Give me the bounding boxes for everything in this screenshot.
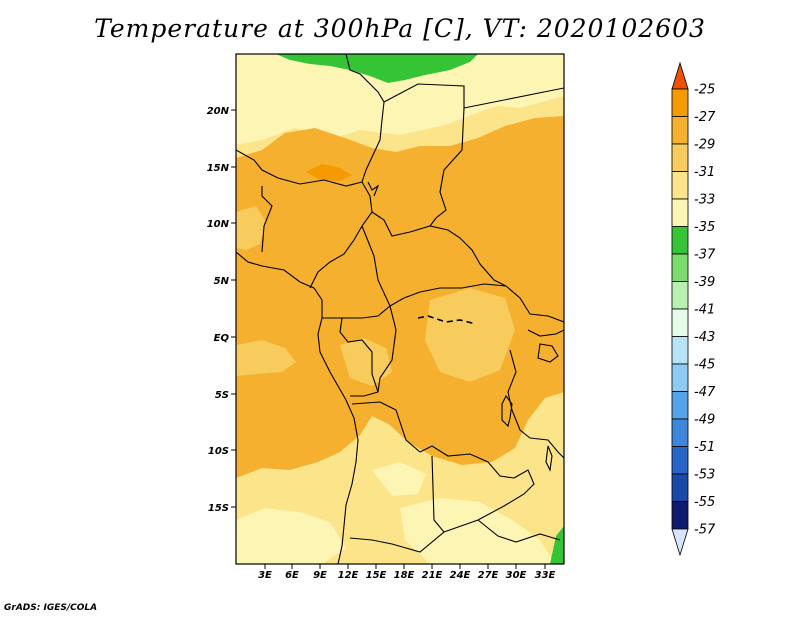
colorbar-label: -31: [694, 165, 715, 180]
colorbar-label: -51: [694, 440, 715, 455]
border-cameroon-gabon: [322, 305, 391, 319]
lake-tanganyika: [501, 394, 513, 428]
latitude-labels: 20N 15N 10N 5N EQ 5S 10S 15S: [207, 106, 230, 514]
lon-label: 15E: [366, 570, 387, 581]
colorbar-swatch: [671, 116, 689, 145]
colorbar-label: -37: [694, 248, 716, 263]
lon-label: 24E: [450, 570, 471, 581]
lon-label: 3E: [258, 570, 272, 581]
border-drc-south: [351, 401, 515, 479]
colorbar-swatch: [671, 418, 689, 447]
colorbar-label: -35: [694, 220, 715, 235]
colorbar: -25 -27 -29 -31 -33 -35 -37 -39 -41 -43 -45 -47 -49 -…: [671, 61, 716, 557]
colorbar-label: -55: [694, 495, 715, 510]
colorbar-swatch: [671, 143, 689, 172]
lat-label: 15S: [208, 503, 229, 514]
field-se-35-33: [400, 498, 555, 564]
lat-label: 10S: [208, 446, 229, 457]
map-title: Temperature at 300hPa [C], VT: 202010260…: [94, 14, 706, 43]
lon-label: 27E: [478, 570, 499, 581]
lat-label: 5S: [215, 390, 229, 401]
lat-label: 10N: [207, 219, 230, 230]
colorbar-label: -39: [694, 275, 715, 290]
map-frame: [235, 53, 565, 565]
lat-label: 20N: [207, 106, 230, 117]
colorbar-label: -45: [694, 358, 715, 373]
field-central-31-29: [236, 116, 564, 478]
colorbar-swatch: [671, 473, 689, 502]
border-drc-east: [507, 349, 564, 459]
colorbar-label: -25: [694, 83, 715, 98]
lake-malawi: [545, 445, 553, 472]
lat-label: 15N: [207, 163, 230, 174]
lon-label: 9E: [313, 570, 327, 581]
country-borders: [236, 54, 564, 564]
colorbar-label: -41: [694, 303, 715, 318]
longitude-labels: 3E 6E 9E 12E 15E 18E 21E 24E 27E 30E 33E: [258, 570, 555, 581]
colorbar-label: -49: [694, 413, 715, 428]
lon-label: 21E: [422, 570, 443, 581]
colorbar-label: -47: [694, 385, 716, 400]
tick-marks: [231, 109, 546, 569]
field-se-37-35: [550, 526, 564, 564]
lake-victoria-shore: [527, 329, 564, 337]
field-west-africa-33-31: [236, 206, 266, 250]
border-benin-nigeria: [261, 186, 273, 253]
colorbar-swatch: [671, 281, 689, 310]
lake-victoria: [537, 343, 559, 363]
lon-label: 30E: [506, 570, 527, 581]
field-niger-29-27: [306, 164, 352, 181]
border-gabon-congo: [339, 317, 379, 393]
lon-label: 18E: [394, 570, 415, 581]
coastline-west: [236, 251, 359, 564]
lon-label: 6E: [285, 570, 299, 581]
border-niger-south: [236, 149, 363, 187]
colorbar-swatch: [671, 171, 689, 200]
field-angola-35-33: [372, 462, 426, 496]
border-nigeria-cameroon: [309, 181, 373, 289]
temperature-field: [236, 54, 564, 564]
colorbar-label: -43: [694, 330, 715, 345]
lat-label: 5N: [214, 276, 230, 287]
colorbar-bottom-arrow: [671, 528, 689, 557]
lon-label: 33E: [535, 570, 556, 581]
colorbar-swatch: [671, 446, 689, 475]
lon-label: 12E: [338, 570, 359, 581]
border-car-north: [371, 211, 507, 287]
field-sw-35-33: [236, 508, 346, 564]
colorbar-label: -29: [694, 138, 715, 153]
border-chad-sudan: [429, 107, 465, 227]
border-car-south: [361, 225, 507, 307]
lat-label: EQ: [214, 333, 230, 344]
lake-chad: [367, 181, 380, 197]
field-north-37-35: [276, 54, 478, 83]
colorbar-swatch: [671, 336, 689, 365]
field-gabon-33-31: [236, 340, 296, 376]
border-congo-drc: [350, 305, 397, 397]
colorbar-label: -33: [694, 193, 715, 208]
border-angola-zambia: [349, 455, 445, 553]
colorbar-swatch: [671, 501, 689, 530]
colorbar-label: -27: [694, 110, 716, 125]
colorbar-swatch: [671, 308, 689, 337]
border-libya-egypt: [383, 83, 564, 109]
colorbar-swatch: [671, 226, 689, 255]
border-zimbabwe: [477, 519, 561, 543]
colorbar-label: -57: [694, 523, 716, 538]
colorbar-swatch: [671, 363, 689, 392]
colorbar-label: -53: [694, 468, 715, 483]
field-congo-33-31: [425, 288, 515, 382]
field-east-35-33: [470, 70, 564, 108]
colorbar-swatch: [671, 88, 689, 117]
colorbar-swatch: [671, 391, 689, 420]
colorbar-swatch: [671, 253, 689, 282]
border-drc-sudan-uganda: [505, 285, 564, 323]
colorbar-top-arrow: [671, 61, 689, 90]
credit-label: GrADS: IGES/COLA: [4, 603, 98, 613]
colorbar-swatch: [671, 198, 689, 227]
field-west-congo-33-31: [340, 338, 392, 386]
